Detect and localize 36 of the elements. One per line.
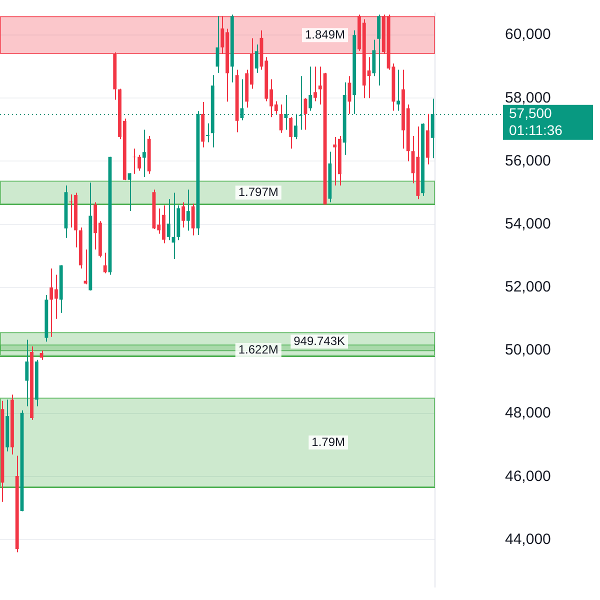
- band-label: 1.622M: [238, 342, 278, 356]
- y-tick-label: 46,000: [505, 468, 551, 485]
- y-tick-label: 60,000: [505, 26, 551, 44]
- candlestick: [142, 129, 146, 178]
- candlestick: [182, 202, 185, 228]
- candlestick: [308, 66, 312, 112]
- candlestick: [279, 104, 283, 134]
- candlestick: [254, 44, 258, 74]
- candlestick: [128, 172, 132, 212]
- band-label: 949.743K: [294, 334, 345, 348]
- candlestick: [377, 14, 381, 86]
- y-tick-label: 50,000: [505, 342, 551, 359]
- y-tick-label: 58,000: [505, 89, 551, 106]
- y-tick-label: 54,000: [505, 215, 551, 232]
- candlestick: [294, 113, 298, 140]
- candlestick: [25, 339, 29, 407]
- y-tick-label: 44,000: [505, 530, 551, 548]
- candlestick: [289, 116, 293, 150]
- candlestick: [191, 203, 195, 236]
- candlestick: [314, 66, 317, 102]
- y-tick-label: 56,000: [505, 152, 551, 170]
- band-label: 1.849M: [304, 27, 345, 42]
- candlestick: [396, 69, 400, 112]
- band-label: 1.797M: [238, 184, 278, 199]
- band-label: 1.79M: [312, 434, 345, 449]
- y-tick-label: 48,000: [505, 404, 551, 422]
- text: 01:11:36: [509, 122, 563, 138]
- ref-line-label: 57,500: [509, 104, 552, 121]
- candlestick: [138, 154, 142, 172]
- candlestick: [372, 39, 376, 77]
- candlestick: [206, 122, 210, 143]
- candlestick: [166, 198, 170, 241]
- candlestick: [103, 252, 107, 274]
- candlestick: [186, 189, 190, 232]
- y-tick-label: 52,000: [505, 278, 551, 296]
- candlestick: [40, 350, 44, 360]
